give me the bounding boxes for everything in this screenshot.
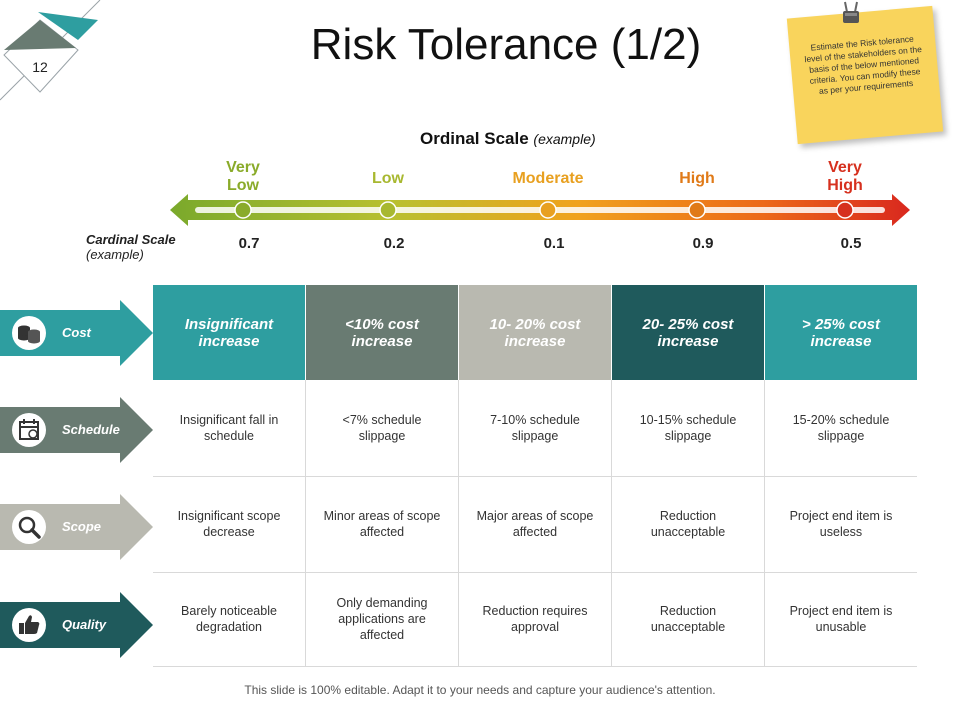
scale-point [234, 201, 252, 219]
page-title: Risk Tolerance (1/2) [310, 20, 702, 69]
footer-text: This slide is 100% editable. Adapt it to… [244, 683, 716, 697]
table-cell-scope: Insignificant scope decrease [177, 509, 281, 539]
table-cell-quality: Reduction unacceptable [650, 604, 726, 634]
header-cell-cost: Insignificant increase [153, 285, 305, 380]
scale-point [688, 201, 706, 219]
row-arrow-schedule [0, 397, 153, 463]
table-cell-scope: Major areas of scope affected [476, 509, 594, 539]
header-cell-cost: 20- 25% cost increase [612, 285, 764, 380]
header-cell-cost: > 25% cost increase [765, 285, 917, 380]
table-divider [153, 572, 917, 573]
table-cell-scope: Project end item is useless [789, 509, 893, 539]
row-arrow-quality [0, 592, 153, 658]
table-cell-schedule: <7% schedule slippage [342, 413, 422, 443]
cardinal-value: 0.7 [238, 235, 260, 252]
calendar-icon [12, 413, 46, 447]
row-arrow-cost [0, 300, 153, 366]
table-divider [305, 380, 306, 666]
table-divider [153, 666, 917, 667]
coins-icon [12, 316, 46, 350]
row-label-scope: Scope [62, 519, 102, 534]
table-cell-quality: Project end item is unusable [789, 604, 893, 634]
table-cell-schedule: 10-15% schedule slippage [639, 413, 737, 443]
cardinal-value: 0.1 [543, 235, 565, 252]
scale-arrow [170, 194, 910, 226]
table-cell-quality: Only demanding applications are affected [336, 596, 428, 642]
cardinal-scale-label: Cardinal Scale (example) [86, 232, 176, 262]
row-label-schedule: Schedule [62, 422, 120, 437]
row-arrow-scope [0, 494, 153, 560]
magnifier-icon [12, 510, 46, 544]
row-label-quality: Quality [62, 617, 107, 632]
scale-level-label: Moderate [512, 170, 584, 187]
table-divider [153, 476, 917, 477]
ordinal-scale-label: Ordinal Scale (example) [420, 129, 596, 148]
corner-decoration [0, 0, 101, 101]
cardinal-value: 0.2 [383, 235, 405, 252]
table-cell-quality: Reduction requires approval [482, 604, 588, 634]
table-cell-quality: Barely noticeable degradation [181, 604, 277, 634]
scale-level-label: Low [372, 170, 404, 187]
table-cell-scope: Reduction unacceptable [650, 509, 726, 539]
table-cell-schedule: 7-10% schedule slippage [490, 413, 580, 443]
cardinal-value: 0.9 [692, 235, 714, 252]
scale-level-label: High [679, 170, 715, 187]
cardinal-value: 0.5 [840, 235, 862, 252]
header-cell-cost: 10- 20% cost increase [459, 285, 611, 380]
binder-clip-icon [843, 1, 859, 23]
scale-point [836, 201, 854, 219]
scale-point [539, 201, 557, 219]
table-cell-schedule: 15-20% schedule slippage [792, 413, 890, 443]
table-cell-scope: Minor areas of scope affected [323, 509, 441, 539]
page-number: 12 [32, 59, 48, 75]
thumbs-up-icon [12, 608, 46, 642]
table-divider [764, 380, 765, 666]
scale-level-label: Very High [827, 159, 863, 194]
table-divider [458, 380, 459, 666]
scale-point [379, 201, 397, 219]
header-cell-cost: <10% cost increase [306, 285, 458, 380]
row-label-cost: Cost [62, 325, 91, 340]
table-cell-schedule: Insignificant fall in schedule [179, 413, 279, 443]
scale-level-label: Very Low [226, 159, 260, 194]
table-divider [611, 380, 612, 666]
